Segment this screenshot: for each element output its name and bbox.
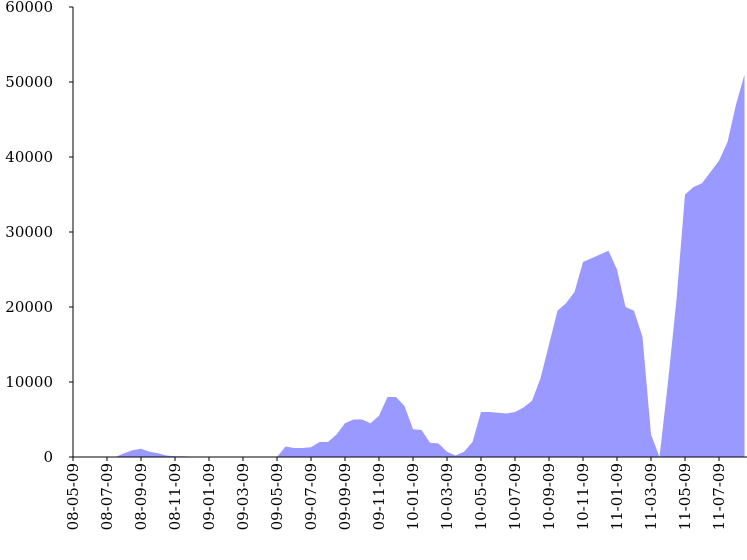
x-tick-label: 10-07-09 bbox=[506, 463, 524, 530]
x-tick-label: 08-05-09 bbox=[64, 463, 82, 530]
x-tick-label: 09-05-09 bbox=[268, 463, 286, 530]
x-tick-label: 08-09-09 bbox=[132, 463, 150, 530]
x-tick-label: 10-03-09 bbox=[438, 463, 456, 530]
y-tick-label: 0 bbox=[43, 448, 53, 466]
x-tick-label: 10-11-09 bbox=[574, 463, 592, 530]
x-tick-label: 10-09-09 bbox=[540, 463, 558, 530]
x-tick-label: 09-09-09 bbox=[336, 463, 354, 530]
x-tick-label: 09-01-09 bbox=[200, 463, 218, 530]
x-tick-label: 11-05-09 bbox=[676, 463, 694, 530]
x-tick-label: 09-11-09 bbox=[370, 463, 388, 530]
x-tick-label: 11-03-09 bbox=[642, 463, 660, 530]
x-tick-label: 11-01-09 bbox=[608, 463, 626, 530]
x-tick-label: 10-05-09 bbox=[472, 463, 490, 530]
y-tick-label: 20000 bbox=[5, 298, 53, 316]
y-tick-label: 60000 bbox=[5, 0, 53, 16]
x-tick-label: 09-03-09 bbox=[234, 463, 252, 530]
area bbox=[73, 74, 745, 457]
y-tick-label: 40000 bbox=[5, 148, 53, 166]
y-tick-label: 30000 bbox=[5, 223, 53, 241]
y-tick-label: 10000 bbox=[5, 373, 53, 391]
y-tick-label: 50000 bbox=[5, 73, 53, 91]
x-tick-label: 10-01-09 bbox=[404, 463, 422, 530]
x-tick-label: 09-07-09 bbox=[302, 463, 320, 530]
x-tick-label: 11-07-09 bbox=[710, 463, 728, 530]
x-tick-label: 08-07-09 bbox=[98, 463, 116, 530]
x-tick-label: 08-11-09 bbox=[166, 463, 184, 530]
